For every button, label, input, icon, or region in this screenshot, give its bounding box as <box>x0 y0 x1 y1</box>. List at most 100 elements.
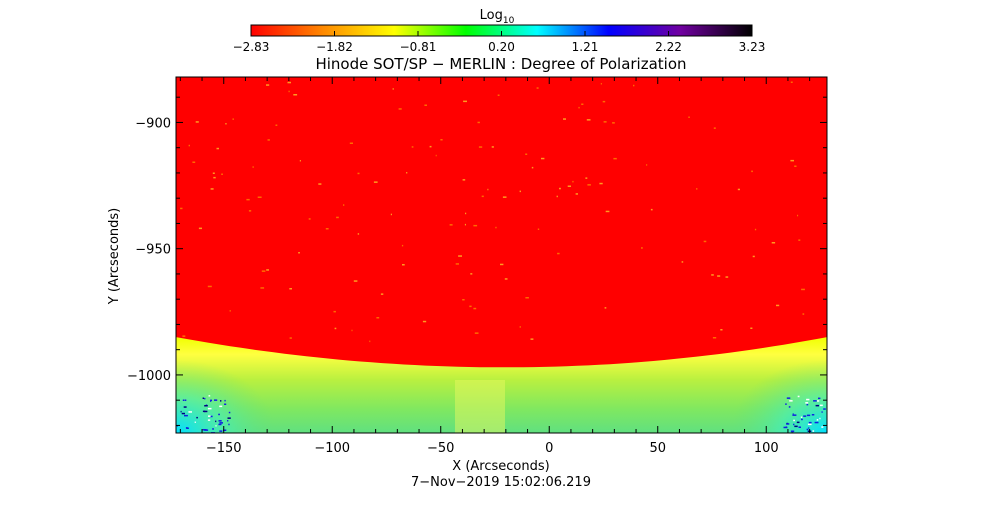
speckle <box>798 426 801 428</box>
speckle <box>188 411 192 413</box>
speckle <box>402 264 405 266</box>
limb-corner-left <box>176 360 276 433</box>
speckle <box>794 165 797 167</box>
speckle <box>422 320 427 323</box>
speckle <box>820 404 823 407</box>
speckle <box>793 419 795 422</box>
speckle <box>817 400 820 402</box>
speckle <box>557 252 560 255</box>
speckle <box>449 224 453 226</box>
speckle <box>212 172 215 174</box>
speckle <box>182 335 186 337</box>
speckle <box>357 172 360 175</box>
speckle <box>325 228 329 230</box>
speckle <box>293 94 298 96</box>
speckle <box>650 208 653 211</box>
speckle <box>541 157 545 160</box>
speckle <box>613 157 617 160</box>
y-axis-ticks: −900 −950 −1000 <box>127 96 827 426</box>
speckle <box>424 104 427 106</box>
speckle <box>207 285 212 288</box>
speckle <box>351 329 353 332</box>
speckle <box>192 161 196 163</box>
x-tick-label: −100 <box>314 441 350 456</box>
y-tick-label: −900 <box>135 116 171 131</box>
speckle <box>605 210 610 213</box>
speckle <box>808 421 812 424</box>
speckle <box>183 406 187 408</box>
speckle <box>537 228 540 230</box>
speckle <box>227 417 231 419</box>
speckle <box>788 406 791 408</box>
speckle <box>818 397 821 400</box>
x-tick-label: 0 <box>545 441 553 456</box>
speckle <box>790 430 795 432</box>
plot-frame <box>175 76 828 434</box>
speckle <box>641 247 643 249</box>
x-axis-label: X (Arcseconds) <box>452 459 549 474</box>
speckle <box>821 426 824 428</box>
speckle <box>215 425 217 427</box>
speckle <box>491 146 494 148</box>
speckle <box>248 210 252 212</box>
speckle <box>796 421 800 424</box>
speckle <box>299 160 301 162</box>
speckle <box>823 408 826 410</box>
speckle <box>806 428 809 431</box>
speckle <box>218 413 220 416</box>
speckle <box>585 177 588 179</box>
speckle <box>465 212 467 215</box>
speckle <box>474 332 479 334</box>
limb-corner-right <box>730 360 827 433</box>
speckle <box>260 287 265 289</box>
speckle <box>218 420 222 422</box>
speckle <box>221 173 223 175</box>
speckle <box>808 427 810 429</box>
speckle <box>214 399 218 401</box>
speckle <box>333 310 336 313</box>
speckle <box>225 123 227 125</box>
speckle <box>688 116 690 118</box>
speckle <box>219 430 223 432</box>
speckle <box>587 184 591 186</box>
speckle <box>797 214 799 217</box>
speckle <box>208 415 211 417</box>
speckle <box>334 327 337 330</box>
speckle <box>181 412 185 415</box>
speckle <box>369 340 371 343</box>
speckle <box>195 121 199 123</box>
speckle <box>812 430 815 432</box>
speckle <box>213 176 216 179</box>
speckle <box>392 88 394 90</box>
speckle <box>575 193 578 195</box>
speckle <box>696 188 698 190</box>
colorbar-tick-label: 2.22 <box>655 40 682 54</box>
speckle <box>478 146 483 148</box>
speckle <box>336 216 339 219</box>
speckle <box>207 419 211 421</box>
speckle <box>318 183 322 185</box>
speckle <box>232 118 234 120</box>
speckle <box>814 421 819 424</box>
speckle <box>794 425 798 428</box>
speckle <box>798 239 801 241</box>
speckle <box>525 297 529 299</box>
speckle <box>612 122 615 124</box>
speckle <box>188 144 190 147</box>
speckle <box>464 223 466 226</box>
x-tick-label: −150 <box>206 441 242 456</box>
colorbar-title: Log10 <box>480 8 515 26</box>
speckle <box>435 154 437 157</box>
speckle <box>288 90 290 93</box>
colorbar-tick-label: 0.20 <box>488 40 515 54</box>
y-tick-label: −950 <box>135 243 171 258</box>
speckle <box>210 399 212 402</box>
speckle <box>228 423 230 426</box>
speckle <box>469 305 472 308</box>
speckle <box>720 329 723 331</box>
speckle <box>353 280 358 282</box>
speckle <box>246 198 250 201</box>
speckle <box>793 423 795 426</box>
speckle <box>411 146 414 148</box>
